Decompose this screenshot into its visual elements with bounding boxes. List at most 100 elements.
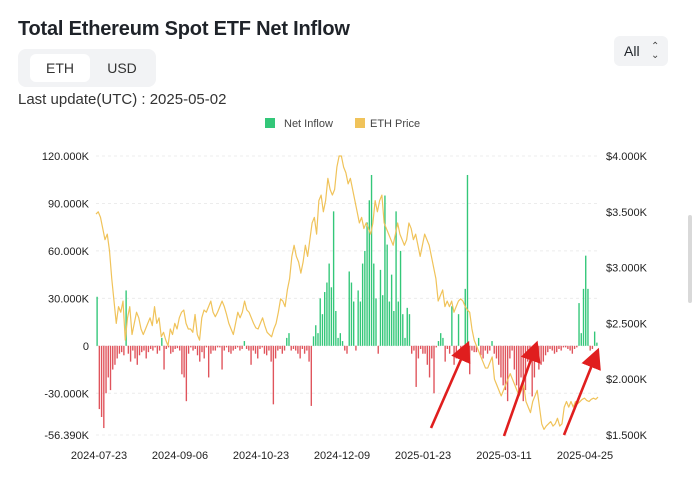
inflow-bar — [395, 211, 397, 346]
inflow-bar — [152, 345, 154, 351]
inflow-bar — [107, 345, 109, 378]
inflow-bar — [511, 345, 513, 351]
inflow-bar — [506, 345, 509, 402]
inflow-bar — [435, 345, 437, 348]
inflow-bar — [265, 345, 268, 356]
inflow-bar — [281, 345, 283, 354]
page-scrollbar[interactable] — [688, 215, 692, 303]
inflow-bar — [535, 345, 538, 359]
inflow-bar — [332, 211, 335, 346]
inflow-bar — [493, 345, 495, 354]
annotation-arrow — [562, 347, 601, 436]
inflow-bar — [355, 345, 357, 351]
inflow-bar — [308, 345, 310, 362]
inflow-bar — [344, 345, 346, 351]
annotation-arrow — [502, 340, 541, 437]
inflow-bar — [132, 345, 134, 351]
inflow-bar — [174, 345, 176, 349]
legend-label-net-inflow: Net Inflow — [284, 118, 333, 130]
inflow-bar — [161, 337, 163, 346]
inflow-bar — [261, 345, 263, 348]
inflow-bar — [567, 345, 569, 349]
inflow-bar — [114, 345, 116, 365]
inflow-bar — [587, 288, 589, 346]
usd-toggle-button[interactable]: USD — [107, 60, 137, 76]
inflow-bar — [366, 222, 368, 346]
inflow-bar — [564, 345, 567, 348]
inflow-bar — [205, 345, 208, 348]
inflow-bar — [542, 345, 545, 362]
inflow-bar — [214, 345, 217, 351]
inflow-bar — [212, 345, 214, 351]
y-right-tick-label: $3.000K — [606, 263, 648, 275]
inflow-bar — [252, 345, 254, 351]
inflow-bar — [259, 345, 261, 349]
eth-toggle-button[interactable]: ETH — [30, 54, 90, 82]
inflow-bar — [248, 345, 250, 351]
inflow-bar — [520, 345, 522, 378]
inflow-bar — [268, 345, 270, 351]
inflow-bar — [245, 345, 248, 349]
annotation-arrow — [429, 340, 471, 429]
inflow-bar — [165, 345, 167, 349]
inflow-bar — [379, 269, 382, 346]
time-range-select[interactable]: All ⌃ ⌄ — [614, 36, 668, 66]
inflow-bar — [234, 345, 237, 349]
chevron-up-down-icon: ⌃ ⌄ — [651, 41, 660, 61]
inflow-bar — [500, 345, 502, 378]
eth-price-line — [95, 155, 599, 431]
inflow-bar — [437, 341, 440, 346]
inflow-bar — [312, 336, 315, 346]
inflow-bar — [306, 345, 308, 351]
inflow-bar — [549, 345, 551, 349]
inflow-bar — [544, 345, 547, 356]
inflow-bar — [288, 333, 290, 346]
inflow-bar — [138, 345, 141, 356]
inflow-chart: Net Inflow ETH Price 120.000K 90.000K 60.0… — [42, 118, 648, 462]
inflow-bar — [103, 345, 105, 429]
inflow-bar — [455, 345, 458, 359]
page-title: Total Ethereum Spot ETF Net Inflow — [18, 18, 350, 40]
inflow-bar — [192, 345, 194, 351]
inflow-bar — [504, 345, 507, 391]
price-line-layer — [95, 155, 599, 431]
inflow-bar — [272, 345, 275, 405]
last-update-text: Last update(UTC) : 2025-05-02 — [18, 91, 227, 108]
y-left-tick-label: 120.000K — [42, 151, 90, 163]
inflow-bar — [156, 345, 159, 354]
inflow-bar — [112, 345, 114, 370]
inflow-bar — [353, 301, 355, 346]
inflow-bar — [589, 345, 591, 351]
inflow-bar — [471, 345, 473, 351]
inflow-bar — [522, 345, 524, 402]
inflow-bar — [154, 345, 156, 348]
inflow-bar — [346, 345, 348, 354]
inflow-bar — [547, 345, 549, 353]
inflow-bar — [228, 345, 230, 353]
x-tick-label: 2024-09-06 — [152, 450, 208, 462]
inflow-bar — [477, 337, 480, 346]
inflow-bar — [185, 345, 188, 402]
inflow-bar — [96, 296, 98, 346]
inflow-bar — [491, 341, 493, 346]
inflow-bar — [326, 282, 328, 346]
inflow-bar — [299, 345, 301, 359]
inflow-bar — [330, 287, 333, 346]
inflow-bar — [415, 345, 417, 387]
inflow-bar — [515, 345, 518, 386]
y-right-tick-label: $3.500K — [606, 207, 648, 219]
inflow-bar — [134, 345, 136, 359]
inflow-bar — [373, 263, 375, 346]
inflow-bar — [129, 345, 132, 362]
inflow-bar — [147, 345, 150, 353]
inflow-bar — [324, 292, 326, 346]
inflow-bar — [553, 345, 556, 354]
inflow-bar — [207, 345, 210, 378]
inflow-bar — [210, 345, 212, 354]
inflow-bar — [442, 337, 444, 346]
y-left-tick-label: 60.000K — [48, 246, 90, 258]
inflow-bar — [116, 345, 118, 359]
inflow-bar — [145, 345, 147, 359]
inflow-bar — [294, 345, 297, 351]
inflow-bar — [158, 345, 161, 351]
